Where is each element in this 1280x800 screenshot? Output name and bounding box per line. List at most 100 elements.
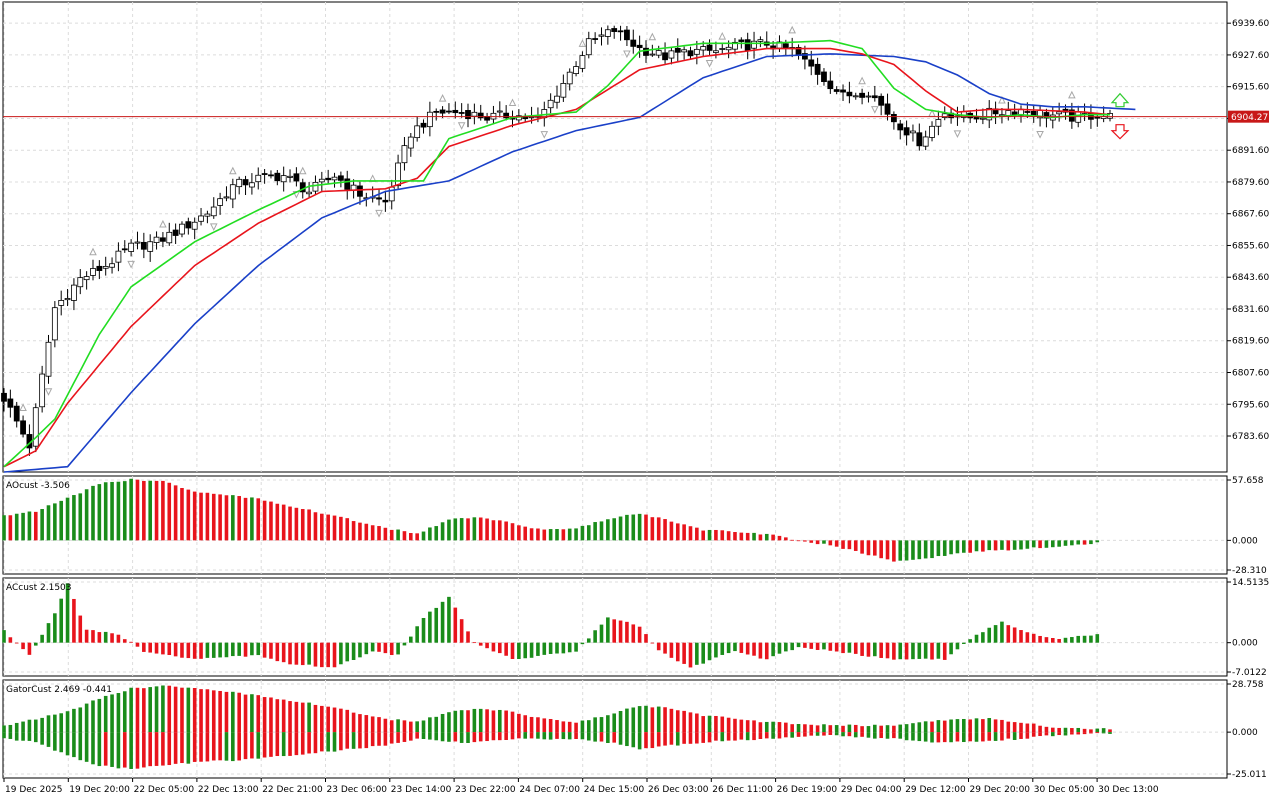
ac-bar [644, 634, 648, 643]
ac-bar [784, 642, 788, 652]
ac-bar [103, 631, 108, 643]
ac-bar [364, 642, 369, 655]
gator-lower-bar [173, 732, 178, 764]
ao-bar [205, 492, 210, 541]
bear-candle [433, 110, 440, 113]
bull-candle [751, 40, 757, 49]
gator-lower-bar [682, 732, 686, 744]
ac-bar [745, 642, 750, 655]
ao-bar [59, 500, 64, 541]
gator-upper-bar [847, 724, 852, 733]
gator-lower-bar [955, 732, 960, 742]
bear-candle [20, 420, 26, 435]
bull-candle [153, 236, 160, 243]
ac-bar [300, 642, 305, 666]
bull-candle [77, 277, 84, 288]
ao-bar [1076, 540, 1081, 545]
ao-bar [84, 489, 89, 541]
ac-bar [866, 642, 871, 657]
ao-bar [345, 518, 350, 541]
gator-lower-bar [1057, 732, 1061, 736]
gator-lower-bar [199, 732, 203, 762]
ac-bar [777, 642, 782, 654]
ao-bar [637, 513, 642, 541]
ao-bar [447, 519, 451, 541]
ac-bar [53, 613, 57, 643]
ac-bar [726, 642, 731, 654]
ac-bar [409, 636, 413, 643]
bear-candle [814, 63, 821, 75]
ao-bar [993, 540, 998, 551]
ao-bar [968, 540, 972, 553]
gator-upper-bar [1108, 729, 1112, 733]
bear-candle [376, 197, 382, 200]
gator-lower-bar [250, 732, 254, 759]
ac-bar [320, 642, 324, 668]
price-tick-label: 6867.60 [1232, 210, 1269, 220]
gator-upper-bar [173, 686, 178, 733]
ac-bar [707, 642, 712, 661]
ao-bar [1050, 540, 1055, 548]
gator-lower-bar [364, 732, 369, 749]
alligator-jaw-line [3, 53, 1136, 473]
bull-candle [45, 341, 52, 377]
gator-upper-bar [192, 688, 197, 733]
gator-upper-bar [53, 714, 57, 733]
bear-candle [636, 44, 643, 49]
gator-lower-bar [599, 732, 604, 742]
gator-lower-bar [853, 732, 858, 738]
bear-candle [827, 80, 834, 90]
ac-bar [46, 623, 51, 643]
current-price-label: 6904.27 [1231, 113, 1268, 123]
gator-lower-bar [396, 732, 400, 743]
ac-bar [574, 642, 578, 652]
gator-upper-bar [243, 694, 248, 733]
gator-upper-bar [59, 713, 64, 733]
gator-upper-bar [586, 720, 591, 733]
ac-bar [459, 619, 464, 643]
ac-bar [853, 642, 858, 654]
bear-candle [890, 114, 897, 123]
gator-upper-bar [33, 719, 38, 733]
gator-upper-bar [383, 718, 388, 733]
gator-lower-bar [351, 732, 356, 749]
gator-lower-bar [726, 732, 731, 741]
gator-upper-bar [110, 694, 114, 733]
ac-bar [173, 642, 178, 657]
ac-bar [129, 641, 133, 643]
ac-bar [1044, 637, 1049, 643]
gator-lower-bar [65, 732, 70, 756]
gator-lower-bar [300, 732, 305, 755]
ac-bar [211, 642, 216, 658]
time-axis-label: 29 Dec 04:00 [841, 785, 902, 795]
gator-upper-bar [542, 718, 547, 733]
gator-lower-bar [1070, 732, 1074, 735]
ac-bar [796, 642, 801, 648]
ac-bar [472, 642, 477, 644]
gator-upper-bar [930, 721, 934, 733]
ac-bar [389, 642, 394, 656]
price-tick-label: 6783.60 [1232, 432, 1269, 442]
gator-upper-bar [523, 715, 528, 733]
gator-lower-bar [733, 732, 737, 741]
gator-lower-bar [1025, 732, 1030, 739]
gator-lower-bar [675, 732, 680, 746]
ac-bar [1019, 630, 1023, 643]
gator-lower-bar [33, 732, 38, 743]
gator-upper-bar [472, 708, 477, 733]
ao-bar [873, 540, 877, 556]
gator-upper-bar [497, 709, 502, 733]
ac-bar [440, 601, 445, 643]
gator-upper-bar [466, 710, 470, 733]
gator-lower-bar [542, 732, 547, 740]
gator-lower-bar [339, 732, 343, 751]
bear-candle [624, 29, 630, 41]
gator-lower-bar [459, 732, 464, 743]
ac-bar [949, 642, 953, 655]
fractal-up-marker [858, 76, 866, 85]
gator-upper-bar [771, 721, 775, 733]
gator-lower-bar [1044, 732, 1049, 736]
gator-lower-bar [269, 732, 273, 757]
ao-bar [110, 481, 114, 541]
bull-candle [414, 125, 421, 139]
